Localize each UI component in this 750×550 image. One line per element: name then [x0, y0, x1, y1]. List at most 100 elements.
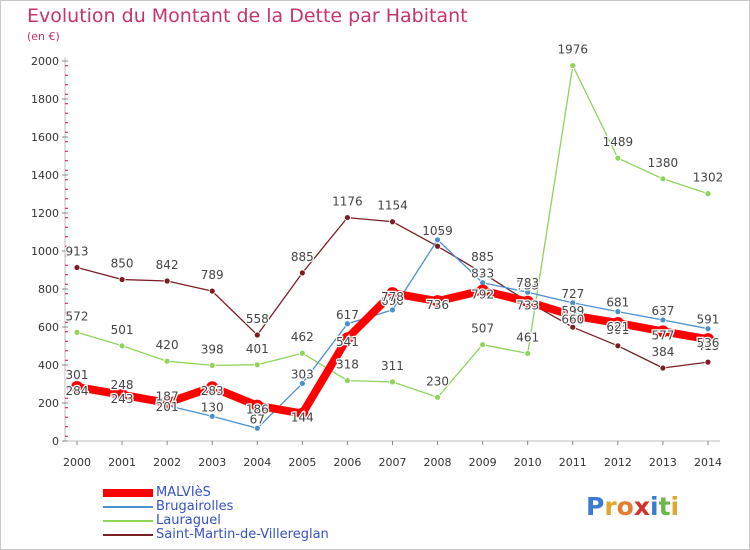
- x-tick-label: 2009: [469, 456, 497, 469]
- data-label: 384: [651, 345, 674, 359]
- series-lauraguel: [73, 62, 712, 401]
- axes: 0 200 400 600 800 1000 1200 1400 1600 1800 2000 200…: [31, 55, 722, 469]
- data-label: 778: [381, 290, 404, 304]
- data-point: [431, 295, 444, 308]
- y-tick-label: 2000: [31, 55, 59, 68]
- data-label: 833: [471, 267, 494, 281]
- x-tick-label: 2000: [63, 456, 91, 469]
- data-point: [341, 332, 354, 345]
- data-label: 541: [336, 335, 359, 349]
- data-labels: 572 501 420 398 401 462 318 311 230 507 461 1976 148…: [64, 41, 724, 389]
- data-point: [344, 214, 351, 221]
- data-label: 201: [156, 400, 179, 414]
- data-label: 187: [156, 389, 179, 403]
- data-label: 401: [246, 342, 269, 356]
- data-point: [566, 309, 579, 322]
- data-point: [206, 381, 219, 394]
- logo-letter: x: [633, 492, 650, 521]
- data-point: [251, 399, 264, 412]
- data-label: 1059: [422, 224, 453, 238]
- x-tick-label: 2014: [694, 456, 722, 469]
- data-point: [389, 306, 396, 314]
- data-point: [296, 407, 309, 420]
- data-point: [73, 328, 81, 336]
- data-label: 536: [697, 336, 720, 350]
- data-point: [614, 342, 622, 350]
- legend-label: Brugairolles: [156, 499, 234, 514]
- data-point: [161, 396, 174, 409]
- logo-letter: r: [604, 492, 617, 521]
- data-label: 67: [250, 412, 265, 426]
- data-label: 690: [381, 294, 404, 308]
- legend-label: Lauraguel: [156, 513, 221, 528]
- y-tick-label: 1800: [31, 93, 59, 106]
- data-label: 130: [201, 400, 224, 414]
- data-point: [253, 361, 261, 369]
- legend: MALVIèS Brugairolles Lauraguel Saint-Martin…: [103, 486, 329, 542]
- data-point: [476, 284, 489, 297]
- data-point: [569, 299, 577, 307]
- data-label: 783: [516, 276, 539, 290]
- data-label: 913: [66, 245, 89, 259]
- y-tick-label: 0: [52, 435, 59, 448]
- data-label: 577: [651, 328, 674, 342]
- data-label: 591: [697, 313, 720, 327]
- data-label: 144: [291, 411, 314, 425]
- x-tick-label: 2012: [604, 456, 632, 469]
- y-tick-label: 600: [38, 321, 59, 334]
- data-point: [524, 288, 532, 296]
- data-label: 792: [471, 288, 494, 302]
- data-point: [524, 350, 532, 357]
- legend-label: MALVIèS: [156, 485, 211, 500]
- data-label: 462: [291, 330, 314, 344]
- data-label: 318: [336, 358, 359, 372]
- data-point: [614, 308, 622, 316]
- data-label: 621: [606, 320, 629, 334]
- data-point: [253, 331, 261, 339]
- legend-label: Saint-Martin-de-Villereglan: [156, 527, 329, 542]
- data-label: 1025: [422, 223, 453, 237]
- data-point: [298, 349, 306, 357]
- data-labels: 913 850 842 789 558 885 1176 1154 1025 885 733 599 5…: [64, 193, 720, 360]
- data-labels: 301 248 187 130 67 303 617 690 1059 833 783 727 681 6…: [64, 223, 720, 428]
- chart-title: Evolution du Montant de la Dette par Hab…: [27, 5, 468, 27]
- data-point: [163, 277, 171, 285]
- legend-item: Lauraguel: [103, 514, 329, 528]
- legend-swatch: [103, 489, 153, 497]
- data-label: 284: [66, 384, 89, 398]
- data-point: [479, 341, 487, 349]
- data-labels: 2842432012831861445417787367927336606215…: [64, 286, 720, 426]
- logo-letter: t: [658, 492, 671, 521]
- data-point: [434, 236, 441, 244]
- data-point: [569, 323, 577, 331]
- data-point: [298, 269, 306, 277]
- x-tick-label: 2004: [243, 456, 271, 469]
- legend-swatch: [103, 506, 153, 508]
- data-point: [344, 320, 351, 328]
- data-point: [434, 242, 441, 250]
- x-tick-label: 2008: [424, 456, 452, 469]
- data-label: 507: [471, 322, 494, 336]
- data-point: [73, 264, 81, 271]
- data-point: [704, 190, 712, 198]
- data-label: 1489: [603, 135, 634, 149]
- data-label: 311: [381, 359, 404, 373]
- x-tick-label: 2001: [108, 456, 136, 469]
- data-point: [614, 154, 622, 162]
- proxiti-logo: Proxiti: [586, 492, 679, 521]
- data-label: 885: [471, 250, 494, 264]
- x-tick-label: 2011: [559, 456, 587, 469]
- legend-item: Brugairolles: [103, 500, 329, 514]
- legend-swatch: [103, 520, 153, 522]
- data-label: 885: [291, 250, 314, 264]
- data-label: 572: [66, 309, 89, 323]
- data-point: [71, 381, 83, 394]
- series-malvi-s: [71, 284, 714, 420]
- data-label: 733: [516, 279, 539, 293]
- data-point: [118, 276, 126, 283]
- data-point: [118, 342, 126, 350]
- data-point: [389, 218, 396, 226]
- data-point: [569, 62, 577, 69]
- x-tick-label: 2002: [153, 456, 181, 469]
- data-label: 1380: [648, 156, 679, 170]
